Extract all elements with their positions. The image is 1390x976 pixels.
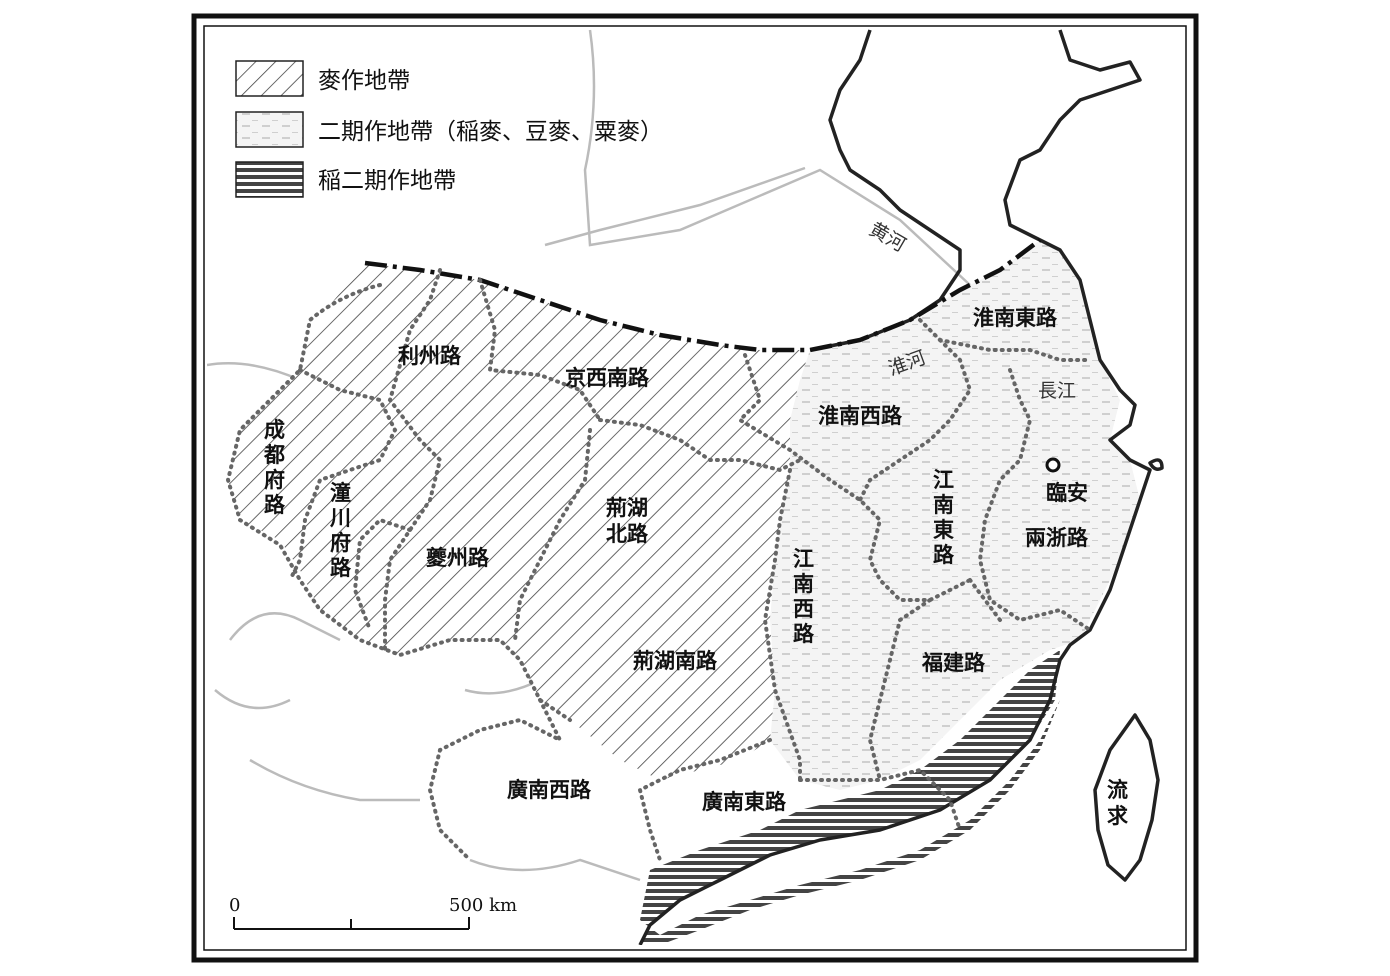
svg-text:路: 路 [793,622,815,646]
small-island [1148,458,1164,471]
svg-text:流: 流 [1107,778,1128,802]
svg-text:北路: 北路 [606,522,649,546]
scale-bar: 0 500 km [229,895,517,930]
region-label-kuizhou: 夔州路 [426,546,490,570]
svg-text:都: 都 [263,443,285,467]
legend-swatch-wheat [235,60,304,97]
circuit-borders [225,268,1092,862]
outer-frame [191,13,1199,963]
song-northern-border [364,238,1042,353]
region-label-lizhou: 利州路 [398,344,462,368]
region-label-jingxi-nan: 京西南路 [565,366,650,390]
svg-text:路: 路 [933,543,955,567]
svg-text:荊湖: 荊湖 [606,496,648,520]
city-label-linan: 臨安 [1046,481,1088,505]
legend-swatch-double-rice [235,161,304,198]
region-label-chengdu-fu: 成 都 府 路 [263,418,286,517]
region-label-guangnan-xi: 廣南西路 [507,778,592,802]
scale-label-start: 0 [229,895,240,916]
coastline [638,29,1152,945]
river-label-changjiang: 長江 [1038,380,1076,402]
legend-label-double-rice: 稲二期作地帶 [318,168,456,194]
region-label-guangnan-dong: 廣南東路 [702,790,787,814]
legend-label-double-crop: 二期作地帶（稲麥、豆麥、粟麥） [318,119,663,145]
wheat-zone [228,263,810,780]
region-label-jiangnan-xi: 江 南 西 路 [793,547,815,646]
svg-text:西: 西 [793,597,814,621]
scale-label-end: 500 km [449,895,517,916]
svg-text:江: 江 [933,468,954,492]
region-label-fujian: 福建路 [921,651,986,675]
inner-frame [203,25,1187,951]
svg-text:川: 川 [329,506,351,530]
region-label-liangzhe: 兩浙路 [1025,526,1089,550]
svg-text:南: 南 [933,493,954,517]
svg-text:府: 府 [330,531,351,555]
legend-swatch-double-crop [235,111,304,148]
double-rice-zone [640,650,1060,945]
double-crop-zone [770,240,1140,790]
svg-text:求: 求 [1107,804,1128,828]
taiwan-island [1093,713,1160,882]
svg-text:潼: 潼 [330,481,351,505]
region-label-tongchuan-fu: 潼 川 府 路 [329,481,352,580]
svg-text:江: 江 [793,547,814,571]
svg-text:路: 路 [330,556,352,580]
region-label-liuqiu: 流 求 [1107,778,1128,828]
svg-text:路: 路 [264,493,286,517]
city-marker-linan [1045,457,1061,473]
svg-text:成: 成 [264,418,285,442]
region-label-huainan-dong: 淮南東路 [973,306,1058,330]
region-label-jinghu-nan: 荊湖南路 [633,649,718,673]
legend-label-wheat: 麥作地帶 [318,68,410,94]
svg-text:東: 東 [933,518,954,542]
svg-text:府: 府 [264,468,285,492]
svg-text:南: 南 [793,572,814,596]
north-coast [809,29,962,352]
region-label-jiangnan-dong: 江 南 東 路 [933,468,955,567]
region-label-huainan-xi: 淮南西路 [818,404,903,428]
region-label-jinghu-bei: 荊湖 北路 [606,496,649,546]
legend: 麥作地帶 二期作地帶（稲麥、豆麥、粟麥） 稲二期作地帶 [235,60,663,198]
